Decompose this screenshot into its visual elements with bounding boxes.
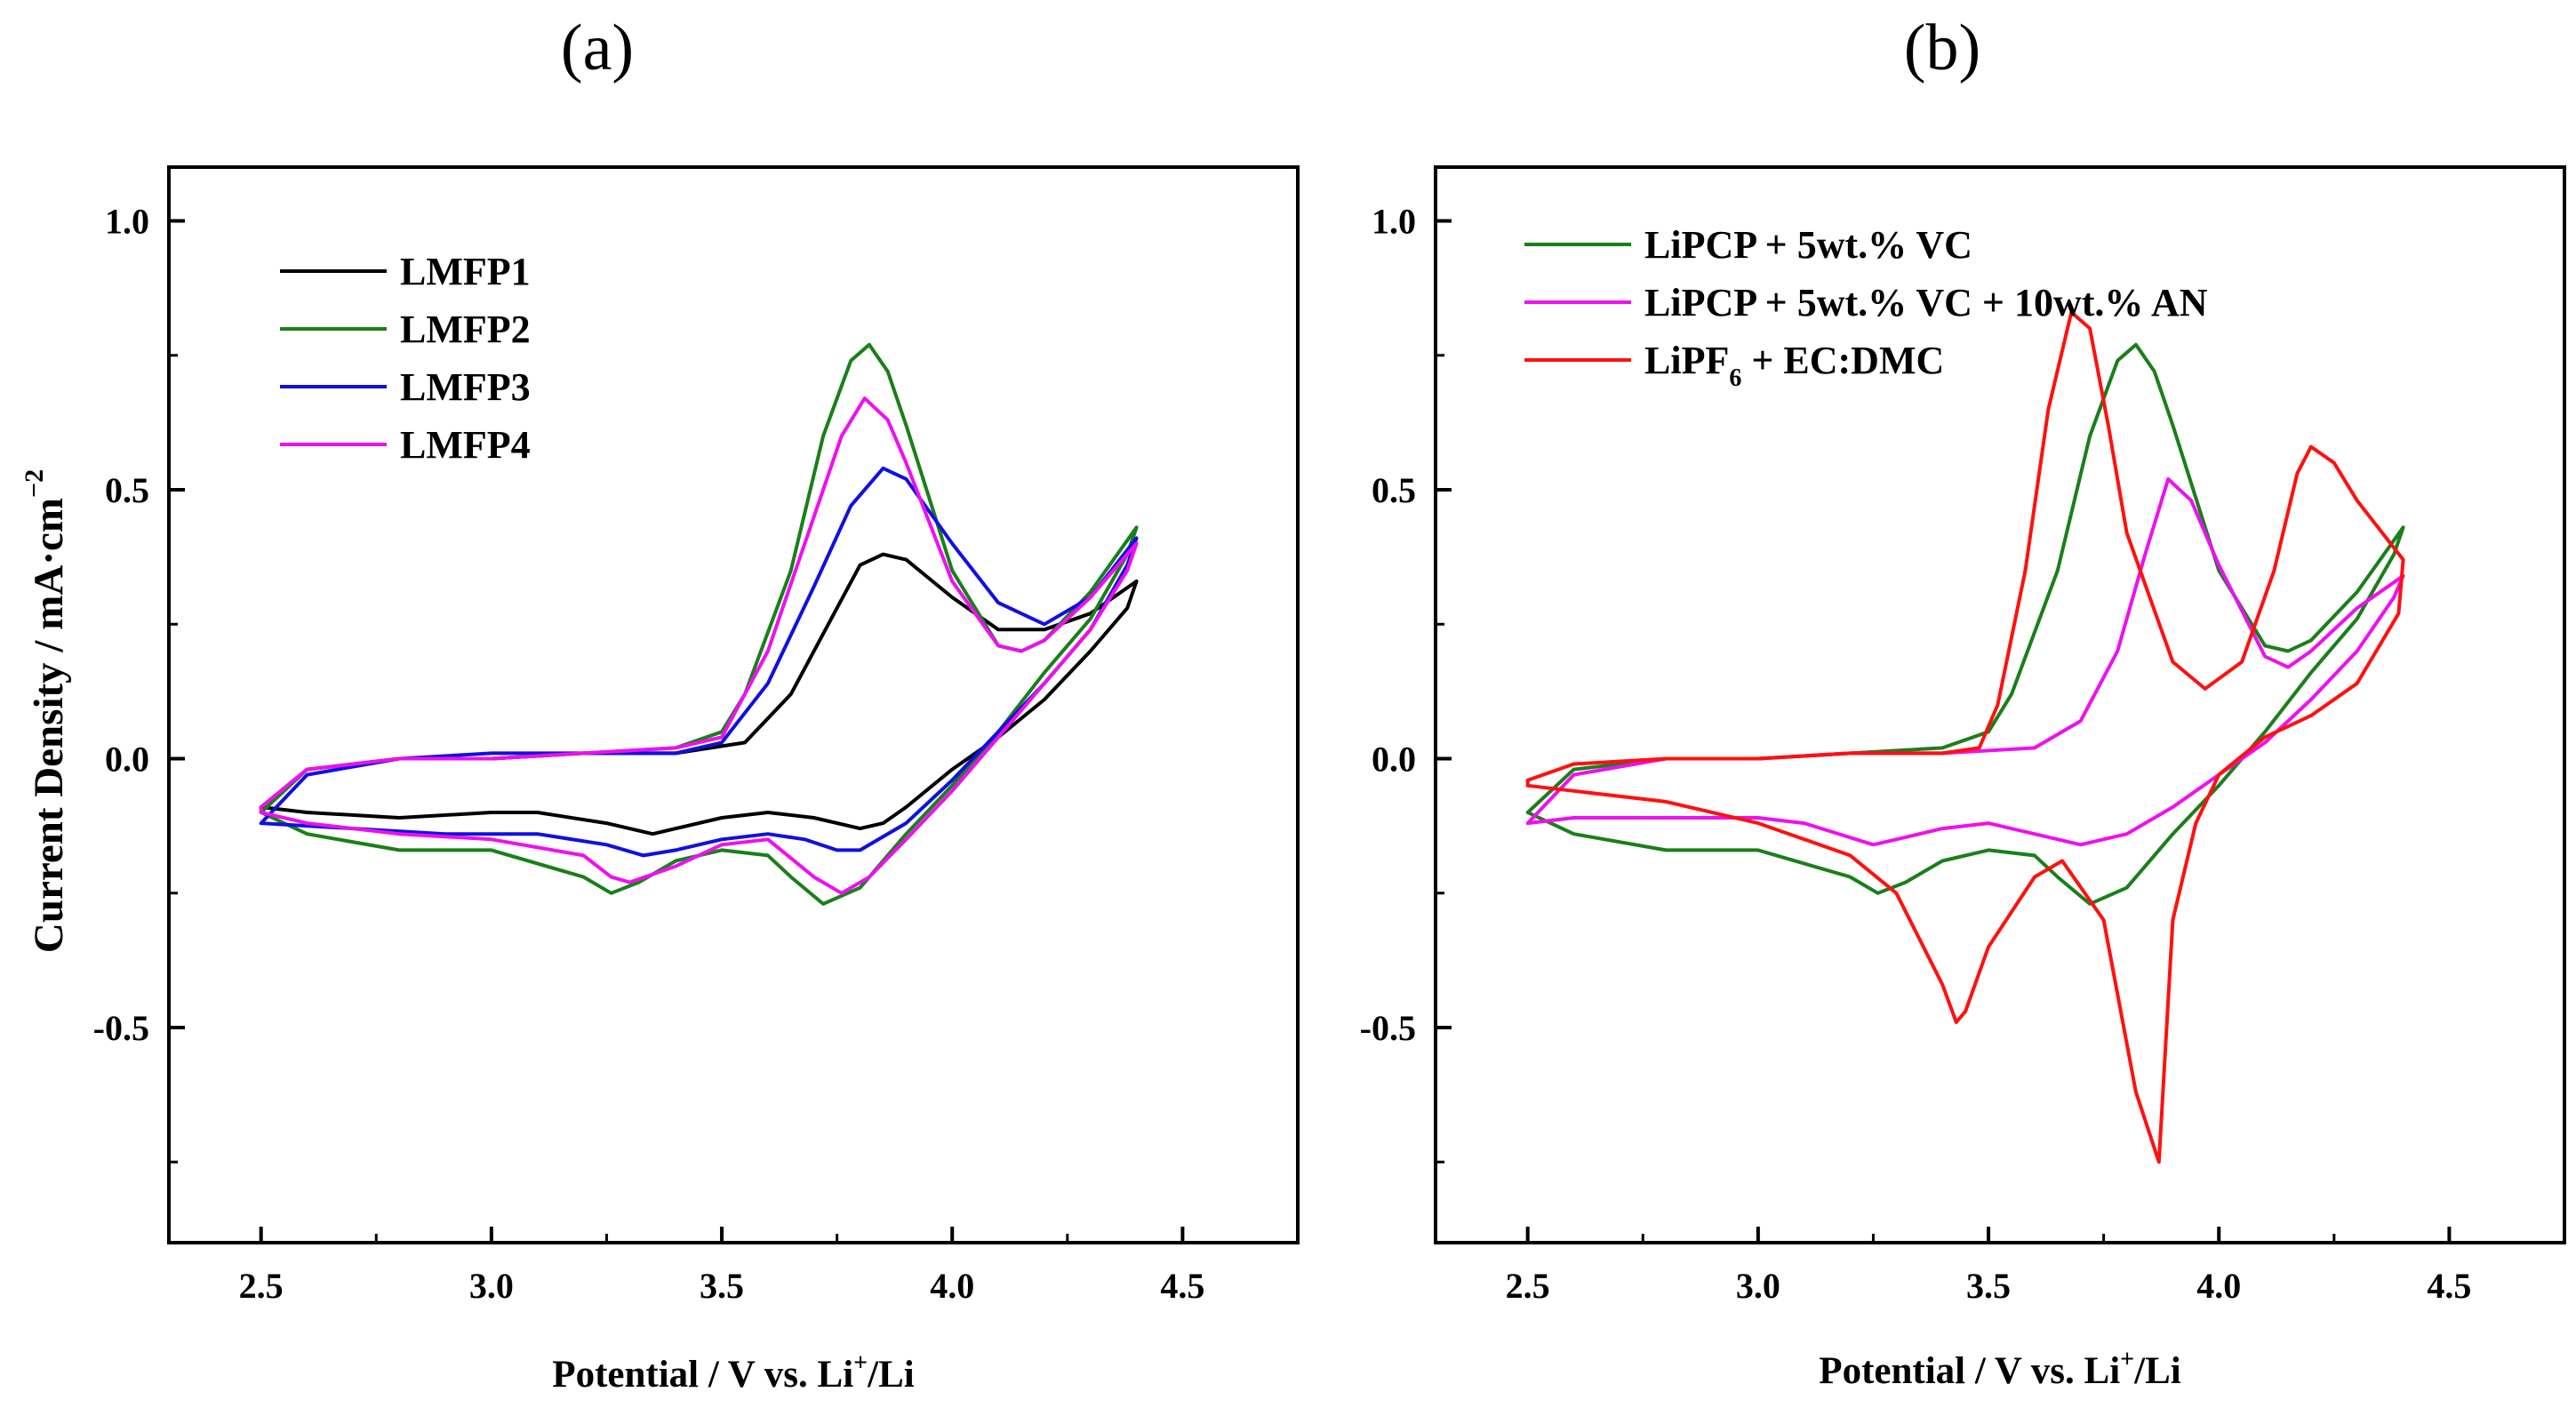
x-tick-label: 3.5 [1966, 1266, 2011, 1306]
curve-group [259, 342, 1139, 906]
legend: LiPCP + 5wt.% VC LiPCP + 5wt.% VC + 10wt.… [1524, 223, 2208, 392]
panel-a: (a) 2.5 3.0 3.5 4.0 4.5-0.50.00.51.0 LMFP1LM… [93, 12, 1300, 1396]
y-tick-label: 0.5 [1372, 470, 1416, 510]
x-axis-title: Potential / V vs. Li+/Li [1819, 1346, 2180, 1392]
y-tick-label: 1.0 [1372, 202, 1416, 242]
plot-frame [1434, 165, 2566, 1244]
x-tick-label: 3.0 [1736, 1266, 1780, 1306]
x-tick-label: 4.5 [1160, 1266, 1204, 1306]
y-tick-label: 0.0 [105, 740, 149, 780]
series-line [1525, 476, 2405, 847]
legend-label: LiPCP + 5wt.% VC + 10wt.% AN [1644, 281, 2208, 324]
panel-label: (b) [1904, 12, 1980, 84]
x-tick-label: 3.5 [700, 1266, 744, 1306]
tick-group: 2.5 3.0 3.5 4.0 4.5 -0.5 0.0 0.5 1.0 [1360, 202, 2472, 1307]
legend-label: LMFP4 [400, 423, 531, 467]
plot-frame [167, 165, 1300, 1244]
legend-label: LMFP3 [400, 365, 531, 409]
legend-label: LiPF6 + EC:DMC [1644, 339, 1944, 392]
x-tick-label: 4.5 [2427, 1266, 2471, 1306]
x-tick-label: 3.0 [469, 1266, 514, 1306]
tick-group: 2.5 3.0 3.5 4.0 4.5 -0.5 0.0 0.5 1.0 [93, 202, 1205, 1307]
legend: LMFP1 LMFP2 LMFP3 LMFP4 [280, 250, 531, 467]
y-tick-label: 0.0 [1372, 740, 1416, 780]
x-tick-label: 2.5 [239, 1266, 284, 1306]
x-tick-label: 4.0 [2196, 1266, 2241, 1306]
series-line [259, 396, 1139, 895]
x-axis-title: Potential / V vs. Li+/Li [552, 1349, 914, 1396]
series-line [259, 466, 1139, 858]
series-line [1525, 342, 2405, 906]
y-tick-label: -0.5 [1360, 1008, 1416, 1048]
y-tick-label: 0.5 [105, 470, 149, 510]
legend-label: LMFP2 [400, 308, 531, 351]
series-line [1525, 310, 2405, 1164]
curve-group [1525, 310, 2405, 1164]
panel-b: (b) 2.5 3.0 3.5 4.0 4.5 -0.5 0.0 0.5 1.0 LiPCP +… [1360, 12, 2566, 1392]
panel-label: (a) [561, 12, 634, 84]
y-axis-title: Current Density / mA·cm−2 [20, 469, 72, 953]
legend-label: LiPCP + 5wt.% VC [1644, 223, 1972, 267]
series-line [259, 342, 1139, 906]
legend-label: LMFP1 [400, 250, 531, 293]
series-line [259, 552, 1139, 836]
y-tick-label: -0.5 [93, 1008, 149, 1048]
x-tick-label: 4.0 [930, 1266, 974, 1306]
x-tick-label: 2.5 [1506, 1266, 1550, 1306]
y-tick-label: 1.0 [105, 202, 149, 242]
